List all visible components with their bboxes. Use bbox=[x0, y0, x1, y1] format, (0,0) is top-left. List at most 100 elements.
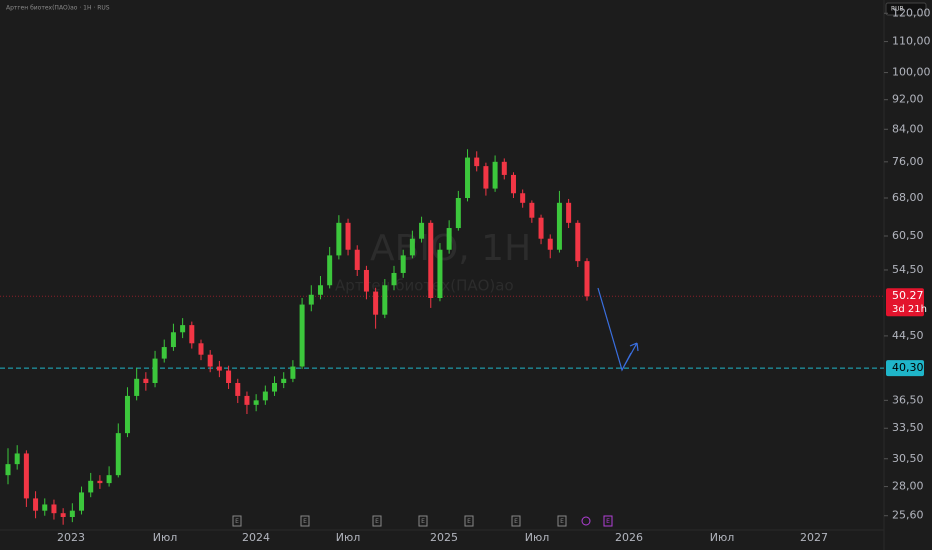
candle-body bbox=[584, 261, 590, 297]
candle-body bbox=[492, 161, 498, 189]
y-tick-label: 92,00 bbox=[892, 93, 924, 106]
event-label: E bbox=[421, 518, 425, 525]
candle-body bbox=[88, 480, 94, 493]
event-label: E bbox=[375, 518, 379, 525]
candle-body bbox=[336, 222, 342, 256]
candle-body bbox=[317, 285, 323, 295]
y-tick-label: 84,00 bbox=[892, 122, 924, 135]
candle-body bbox=[42, 504, 48, 511]
candle-body bbox=[529, 202, 535, 218]
candle-body bbox=[382, 285, 388, 315]
candle-body bbox=[33, 498, 39, 511]
candle-body bbox=[501, 161, 507, 175]
candle-body bbox=[354, 249, 360, 270]
currency-box[interactable] bbox=[885, 2, 927, 16]
event-box bbox=[372, 515, 382, 527]
x-tick-label: Июл bbox=[153, 531, 178, 544]
candle-body bbox=[345, 222, 351, 250]
x-tick-label: 2025 bbox=[430, 531, 458, 544]
candle-body bbox=[189, 325, 195, 344]
candle-body bbox=[272, 383, 278, 392]
x-tick-label: Июл bbox=[525, 531, 550, 544]
candle-body bbox=[161, 347, 167, 359]
level-box bbox=[886, 360, 924, 377]
candle-body bbox=[455, 197, 461, 229]
y-tick-label: 76,00 bbox=[892, 155, 924, 168]
y-tick-label: 25,60 bbox=[892, 509, 924, 522]
x-tick-label: 2027 bbox=[800, 531, 828, 544]
event-box bbox=[232, 515, 242, 527]
x-tick-label: Июл bbox=[710, 531, 735, 544]
event-box bbox=[557, 515, 567, 527]
candle-body bbox=[538, 217, 544, 239]
event-label: E bbox=[514, 518, 518, 525]
candle-body bbox=[409, 238, 415, 256]
candle-body bbox=[23, 453, 29, 499]
event-label: E bbox=[303, 518, 307, 525]
candle-body bbox=[198, 343, 204, 355]
event-box bbox=[300, 515, 310, 527]
candle-body bbox=[400, 255, 406, 273]
event-box bbox=[603, 515, 613, 527]
candle-body bbox=[244, 395, 250, 405]
candle-body bbox=[60, 513, 66, 517]
candle-body bbox=[216, 366, 222, 371]
drawn-arrow bbox=[597, 287, 639, 372]
candle-body bbox=[115, 433, 121, 476]
y-tick-label: 68,00 bbox=[892, 191, 924, 204]
candle-body bbox=[520, 193, 526, 203]
y-tick-label: 100,00 bbox=[892, 66, 931, 79]
countdown: 3d 21h bbox=[892, 304, 927, 315]
event-label: E bbox=[560, 518, 564, 525]
event-label: E bbox=[467, 518, 471, 525]
currency[interactable]: RUB bbox=[891, 6, 904, 13]
candle-body bbox=[556, 202, 562, 250]
watermark-sub: Артген биотех(ПАО)ао bbox=[335, 277, 514, 295]
y-tick-label: 30,50 bbox=[892, 452, 924, 465]
candle-body bbox=[465, 157, 471, 198]
candle-body bbox=[235, 383, 241, 396]
candle-body bbox=[327, 255, 333, 286]
candle-body bbox=[14, 453, 20, 465]
y-tick-label: 44,50 bbox=[892, 329, 924, 342]
x-tick-label: Июл bbox=[336, 531, 361, 544]
last-price-box bbox=[886, 288, 924, 317]
event-label: E bbox=[606, 518, 610, 525]
candle-body bbox=[483, 166, 489, 189]
candle-body bbox=[363, 269, 369, 292]
candle-body bbox=[290, 366, 296, 379]
header: Артген биотех(ПАО)ао · 1Н · RUS bbox=[6, 5, 110, 12]
candle-body bbox=[547, 238, 553, 250]
y-tick-label: 110,00 bbox=[892, 35, 931, 48]
event-box bbox=[511, 515, 521, 527]
event-box bbox=[464, 515, 474, 527]
y-tick-label: 33,50 bbox=[892, 421, 924, 434]
candle-body bbox=[575, 222, 581, 262]
candle-body bbox=[446, 228, 452, 250]
candle-body bbox=[143, 378, 149, 384]
y-tick-label: 120,00 bbox=[892, 6, 931, 19]
candle-body bbox=[262, 391, 268, 401]
candle-body bbox=[253, 400, 259, 405]
candle-body bbox=[428, 222, 434, 299]
last-price-label: 50.27 bbox=[892, 289, 924, 302]
candle-body bbox=[124, 395, 130, 434]
candle-body bbox=[419, 222, 425, 239]
x-tick-label: 2024 bbox=[242, 531, 270, 544]
candle-body bbox=[207, 354, 213, 367]
x-tick-label: 2023 bbox=[57, 531, 85, 544]
event-label: E bbox=[235, 518, 239, 525]
candle-body bbox=[5, 464, 11, 476]
event-box bbox=[418, 515, 428, 527]
candle-body bbox=[97, 480, 103, 484]
candle-body bbox=[373, 291, 379, 315]
dividend-icon bbox=[581, 516, 591, 526]
level-label: 40,30 bbox=[892, 361, 924, 374]
candle-body bbox=[510, 174, 516, 194]
candle-body bbox=[134, 378, 140, 396]
x-tick-label: 2026 bbox=[615, 531, 643, 544]
candle-body bbox=[299, 304, 305, 367]
candle-body bbox=[308, 294, 314, 305]
candle-body bbox=[474, 157, 480, 167]
